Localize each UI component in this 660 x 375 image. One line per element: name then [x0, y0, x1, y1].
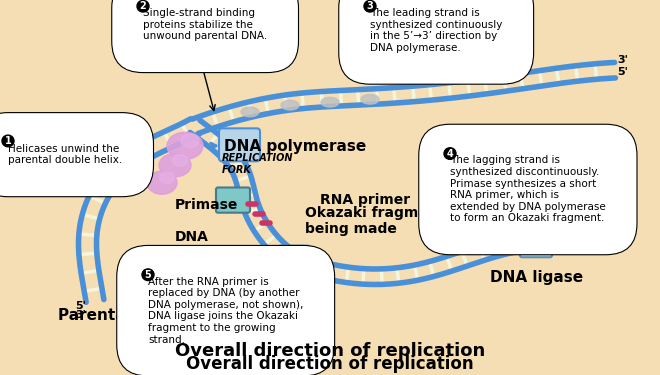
- Text: 3': 3': [617, 56, 628, 65]
- Text: After the RNA primer is
replaced by DNA (by another
DNA polymerase, not shown),
: After the RNA primer is replaced by DNA …: [148, 277, 304, 345]
- Text: Helicases unwind the
parental double helix.: Helicases unwind the parental double hel…: [8, 144, 122, 165]
- Ellipse shape: [361, 94, 379, 104]
- Circle shape: [444, 148, 456, 159]
- Text: DNA polymerase: DNA polymerase: [224, 139, 366, 154]
- Text: DNA
polymerase: DNA polymerase: [175, 230, 266, 260]
- Text: Okazaki fragment
being made: Okazaki fragment being made: [305, 206, 444, 236]
- Text: Overall direction of replication: Overall direction of replication: [186, 355, 474, 373]
- Text: The leading strand is
synthesized continuously
in the 5’→3’ direction by
DNA pol: The leading strand is synthesized contin…: [370, 8, 502, 53]
- FancyBboxPatch shape: [520, 234, 552, 257]
- Text: 3: 3: [366, 1, 374, 11]
- Circle shape: [2, 135, 14, 147]
- FancyBboxPatch shape: [219, 128, 260, 161]
- Text: REPLICATION
FORK: REPLICATION FORK: [222, 153, 294, 175]
- Text: DNA ligase: DNA ligase: [490, 270, 583, 285]
- FancyBboxPatch shape: [278, 246, 310, 271]
- Text: 5': 5': [75, 301, 86, 310]
- Text: 5': 5': [617, 67, 628, 77]
- Circle shape: [142, 269, 154, 280]
- Ellipse shape: [181, 134, 199, 148]
- Ellipse shape: [159, 153, 191, 177]
- Ellipse shape: [172, 154, 188, 166]
- Ellipse shape: [241, 107, 259, 117]
- Ellipse shape: [321, 98, 339, 107]
- Ellipse shape: [160, 172, 174, 184]
- FancyBboxPatch shape: [216, 188, 250, 213]
- Text: Parental DNA: Parental DNA: [58, 308, 173, 323]
- Ellipse shape: [147, 171, 177, 194]
- Text: RNA primer: RNA primer: [320, 193, 410, 207]
- Circle shape: [137, 0, 149, 12]
- Ellipse shape: [281, 100, 299, 110]
- Text: 5': 5': [572, 235, 583, 245]
- Text: Primase: Primase: [175, 198, 238, 212]
- Text: 5: 5: [145, 270, 151, 280]
- Text: 3': 3': [75, 310, 86, 320]
- Text: Overall direction of replication: Overall direction of replication: [175, 342, 485, 360]
- Ellipse shape: [167, 132, 203, 159]
- Text: 3': 3': [572, 225, 583, 235]
- Text: 2: 2: [140, 1, 147, 11]
- Text: 4: 4: [447, 148, 453, 159]
- Text: The lagging strand is
synthesized discontinuously.
Primase synthesizes a short
R: The lagging strand is synthesized discon…: [450, 156, 606, 224]
- Text: Single-strand binding
proteins stabilize the
unwound parental DNA.: Single-strand binding proteins stabilize…: [143, 8, 267, 41]
- Text: 1: 1: [5, 136, 11, 146]
- Circle shape: [364, 0, 376, 12]
